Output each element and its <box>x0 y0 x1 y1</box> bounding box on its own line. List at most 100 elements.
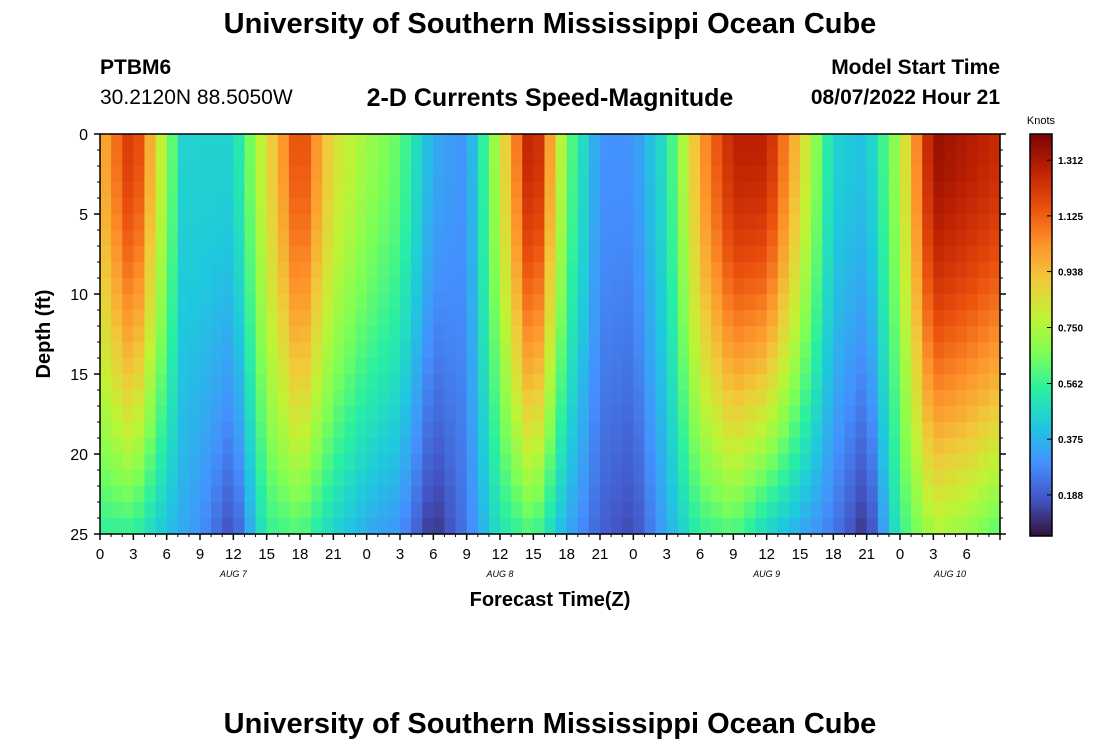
heatmap-cell <box>477 310 490 327</box>
heatmap-cell <box>333 518 346 535</box>
heatmap-cell <box>744 406 757 423</box>
heatmap-cell <box>744 166 757 183</box>
heatmap-cell <box>177 230 190 247</box>
heatmap-cell <box>966 502 979 519</box>
heatmap-cell <box>122 486 134 503</box>
heatmap-cell <box>688 470 701 487</box>
heatmap-cell <box>711 406 723 423</box>
heatmap-cell <box>777 230 790 247</box>
x-tick-label: 9 <box>196 546 204 563</box>
heatmap-cell <box>677 406 690 423</box>
heatmap-cell <box>333 294 346 311</box>
heatmap-cell <box>855 182 868 199</box>
heatmap-cell <box>744 214 757 231</box>
heatmap-cell <box>922 310 934 327</box>
heatmap-cell <box>122 310 134 327</box>
heatmap-cell <box>377 358 390 375</box>
heatmap-cell <box>344 438 357 455</box>
heatmap-cell <box>222 454 234 471</box>
heatmap-cell <box>844 326 857 343</box>
heatmap-cell <box>466 390 479 407</box>
heatmap-cell <box>500 518 512 535</box>
heatmap-cell <box>588 470 601 487</box>
heatmap-cell <box>833 166 846 183</box>
heatmap-cell <box>611 150 623 167</box>
heatmap-cell <box>722 438 734 455</box>
heatmap-cell <box>922 422 934 439</box>
heatmap-cell <box>644 422 657 439</box>
plot-frame <box>99 133 1001 535</box>
heatmap-cell <box>300 358 312 375</box>
heatmap-cell <box>255 198 268 215</box>
heatmap-cell <box>844 134 857 151</box>
heatmap-cell <box>400 470 412 487</box>
heatmap-cell <box>977 182 990 199</box>
heatmap-cell <box>622 294 634 311</box>
heatmap-cell <box>155 470 168 487</box>
heatmap-cell <box>566 486 579 503</box>
heatmap-cell <box>988 454 1001 471</box>
heatmap-cell <box>477 198 490 215</box>
heatmap-cell <box>277 278 290 295</box>
heatmap-cell <box>100 358 112 375</box>
heatmap-cell <box>244 294 257 311</box>
heatmap-cell <box>266 262 279 279</box>
heatmap-cell <box>622 358 634 375</box>
heatmap-cell <box>900 150 912 167</box>
heatmap-cell <box>755 198 768 215</box>
heatmap-cell <box>844 406 857 423</box>
heatmap-cell <box>155 454 168 471</box>
heatmap-cell <box>911 198 923 215</box>
heatmap-cell <box>155 358 168 375</box>
heatmap-cell <box>677 230 690 247</box>
heatmap-cell <box>277 230 290 247</box>
heatmap-cell <box>444 438 457 455</box>
heatmap-cell <box>177 358 190 375</box>
heatmap-cell <box>733 182 746 199</box>
heatmap-cell <box>966 166 979 183</box>
heatmap-cell <box>288 214 301 231</box>
heatmap-cell <box>322 134 334 151</box>
heatmap-cell <box>855 326 868 343</box>
heatmap-cell <box>911 374 923 391</box>
heatmap-cell <box>255 454 268 471</box>
heatmap-cell <box>888 454 901 471</box>
heatmap-cell <box>377 198 390 215</box>
heatmap-cell <box>111 358 123 375</box>
heatmap-cell <box>388 374 401 391</box>
heatmap-cell <box>722 470 734 487</box>
heatmap-cell <box>777 422 790 439</box>
heatmap-cell <box>677 390 690 407</box>
heatmap-cell <box>966 150 979 167</box>
heatmap-cell <box>566 390 579 407</box>
heatmap-cell <box>933 502 946 519</box>
heatmap-cell <box>677 214 690 231</box>
heatmap-cell <box>100 230 112 247</box>
heatmap-cell <box>933 518 946 535</box>
heatmap-cell <box>366 406 379 423</box>
heatmap-cell <box>788 454 801 471</box>
heatmap-cell <box>533 502 546 519</box>
heatmap-cell <box>211 230 223 247</box>
heatmap-cell <box>977 310 990 327</box>
heatmap-cell <box>755 310 768 327</box>
heatmap-cell <box>488 214 501 231</box>
heatmap-cell <box>255 518 268 535</box>
heatmap-cell <box>533 294 546 311</box>
heatmap-cell <box>900 438 912 455</box>
heatmap-cell <box>911 294 923 311</box>
heatmap-cell <box>833 422 846 439</box>
heatmap-cell <box>711 502 723 519</box>
heatmap-cell <box>333 342 346 359</box>
heatmap-cell <box>822 470 834 487</box>
heatmap-cell <box>955 214 968 231</box>
heatmap-cell <box>233 470 246 487</box>
heatmap-cell <box>600 406 612 423</box>
heatmap-cell <box>744 390 757 407</box>
heatmap-cell <box>788 390 801 407</box>
heatmap-cell <box>222 422 234 439</box>
heatmap-cell <box>833 278 846 295</box>
heatmap-cell <box>511 262 523 279</box>
heatmap-cell <box>222 246 234 263</box>
heatmap-cell <box>111 454 123 471</box>
